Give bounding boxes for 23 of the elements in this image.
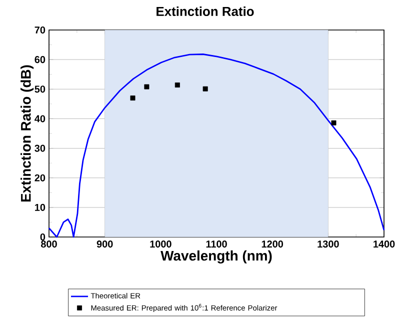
- point: [144, 84, 150, 90]
- x-tick-label: 1400: [374, 240, 395, 248]
- y-tick-label: 10: [35, 204, 46, 211]
- point: [130, 96, 136, 101]
- y-axis-title: Extinction Ratio (dB): [20, 65, 34, 202]
- y-tick-label: 20: [34, 174, 46, 182]
- x-tick-label: 900: [96, 240, 113, 248]
- x-tick-label: 1000: [150, 240, 172, 248]
- x-tick-label: 800: [41, 240, 57, 248]
- x-tick-label: 1300: [318, 240, 339, 248]
- y-tick-label: 70: [34, 26, 46, 34]
- x-tick-label: 1100: [206, 240, 227, 248]
- point: [174, 82, 180, 88]
- chart-title: Extinction Ratio: [156, 6, 254, 16]
- y-tick-label: 30: [34, 144, 46, 152]
- x-tick-label: 1200: [262, 240, 284, 248]
- x-axis-title: Wavelength (nm): [160, 250, 272, 264]
- y-tick-label: 0: [40, 233, 46, 241]
- y-tick-label: 50: [34, 86, 46, 93]
- y-tick-label: 40: [34, 115, 46, 122]
- y-tick-label: 60: [34, 56, 46, 64]
- point: [331, 120, 336, 126]
- point: [202, 86, 208, 92]
